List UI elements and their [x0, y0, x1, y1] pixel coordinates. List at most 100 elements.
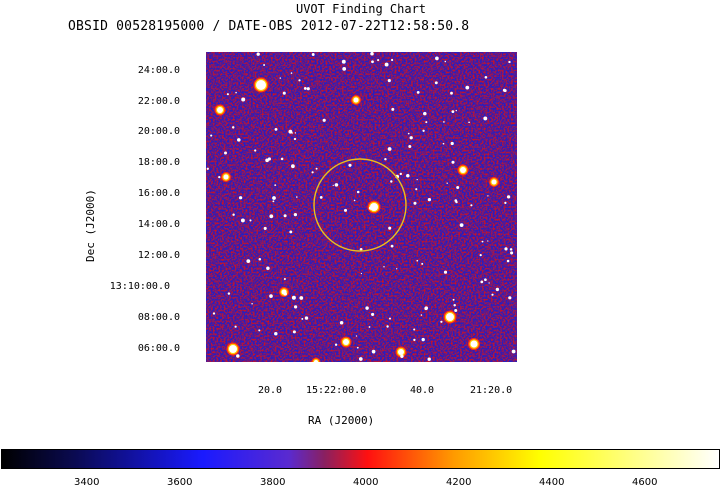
star [226, 93, 229, 96]
star [504, 247, 508, 251]
star [443, 270, 448, 274]
y-tick-label: 06:00.0 [137, 343, 180, 354]
star [491, 179, 497, 185]
star [311, 171, 314, 174]
star [483, 116, 488, 121]
star [306, 87, 310, 91]
star [342, 67, 347, 71]
star [256, 80, 266, 90]
star [232, 213, 235, 216]
star [263, 64, 266, 66]
star [256, 52, 260, 56]
star [258, 329, 261, 332]
star [291, 164, 295, 169]
star [368, 206, 372, 210]
star [359, 248, 363, 251]
star [371, 312, 375, 316]
star [434, 81, 438, 85]
star [468, 121, 470, 124]
star [341, 59, 346, 64]
star [455, 200, 458, 204]
star [258, 258, 262, 261]
x-tick-label: 15:22:00.0 [306, 385, 367, 396]
star [399, 172, 402, 176]
star [299, 296, 304, 300]
star [237, 138, 241, 142]
star [421, 337, 425, 342]
star [236, 354, 240, 358]
star [387, 147, 392, 151]
star [334, 343, 338, 346]
star [377, 59, 380, 62]
star [423, 111, 427, 116]
star [484, 278, 487, 282]
star [415, 188, 418, 191]
star [272, 196, 276, 200]
star [293, 305, 298, 309]
colorbar-tick-label: 3400 [74, 477, 100, 488]
star [269, 214, 274, 219]
star [227, 292, 231, 295]
star [384, 157, 387, 161]
star [390, 244, 394, 248]
star [487, 240, 489, 242]
x-tick-label: 40.0 [410, 385, 435, 396]
star [488, 282, 490, 284]
star [406, 173, 410, 178]
star [360, 272, 363, 275]
star [272, 200, 275, 203]
star [206, 167, 209, 170]
star [293, 212, 298, 217]
star [422, 129, 425, 132]
star [283, 277, 286, 281]
star [231, 126, 235, 129]
star [332, 184, 334, 187]
star [315, 167, 318, 170]
star [336, 183, 339, 186]
star [291, 295, 296, 300]
chart-title: UVOT Finding Chart [295, 2, 427, 16]
star [413, 338, 416, 342]
star [413, 201, 417, 205]
star [229, 345, 237, 353]
star [319, 196, 323, 199]
star [314, 360, 318, 362]
target-circle [313, 158, 407, 252]
star [408, 145, 412, 148]
star [413, 328, 416, 331]
star [224, 151, 227, 155]
star [370, 52, 374, 56]
star [456, 186, 460, 189]
star [491, 293, 494, 296]
star [294, 132, 297, 134]
star [241, 97, 246, 102]
star [311, 53, 315, 56]
star [353, 97, 359, 103]
star [424, 306, 429, 310]
y-tick-label: 08:00.0 [137, 312, 180, 323]
star [440, 320, 443, 323]
star [451, 160, 455, 164]
star [246, 259, 251, 263]
star [454, 309, 458, 312]
star [480, 280, 484, 284]
y-tick-label: 16:00.0 [137, 188, 180, 199]
star [371, 60, 374, 64]
star [356, 190, 360, 194]
noise-layer [206, 52, 517, 362]
y-tick-label: 18:00.0 [137, 157, 180, 168]
star [274, 127, 278, 131]
star [304, 316, 309, 320]
colorbar [1, 449, 720, 469]
x-tick-label: 21:20.0 [470, 385, 513, 396]
star [274, 331, 278, 336]
x-tick-label: 20.0 [258, 385, 283, 396]
star [446, 313, 454, 321]
star [386, 325, 389, 328]
star [383, 266, 385, 268]
star [289, 230, 293, 234]
star [288, 129, 293, 134]
star [479, 254, 482, 257]
star [484, 75, 488, 79]
star [343, 208, 348, 212]
